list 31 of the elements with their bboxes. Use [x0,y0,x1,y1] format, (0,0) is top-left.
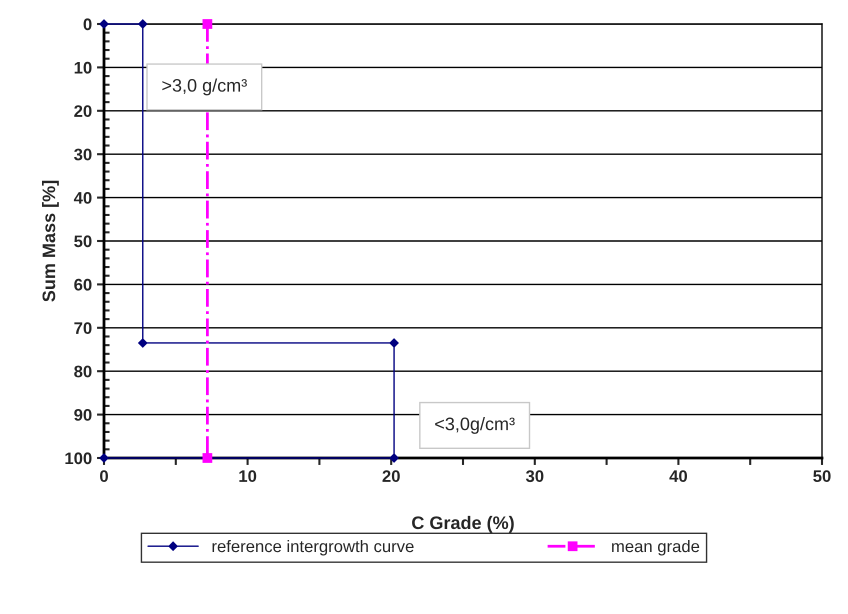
point [389,453,399,463]
point [389,338,399,348]
y-tick-label: 50 [74,235,92,248]
point [138,338,148,348]
point [99,453,109,463]
x-tick-label: 40 [669,470,687,482]
point [138,19,148,29]
y-axis-title: Sum Mass [%] [42,180,59,302]
y-tick-label: 10 [74,62,92,74]
y-tick-label: 0 [84,18,92,30]
point [202,453,212,463]
y-tick-label: 40 [74,192,92,204]
legend-label: mean grade [612,540,700,556]
legend-label: reference intergrowth curve [212,540,414,556]
y-tick-label: 70 [74,322,92,334]
point [99,19,109,29]
x-tick-label: 0 [100,470,108,482]
y-tick-label: 90 [74,409,92,421]
y-tick-label: 80 [74,366,92,378]
x-axis-title: C Grade (%) [412,516,514,533]
y-tick-label: 60 [74,278,92,291]
point [202,19,212,29]
y-tick-label: 30 [74,148,92,160]
y-tick-label: 100 [65,452,92,464]
x-tick-label: 30 [526,470,544,482]
x-tick-label: 20 [382,470,400,482]
annotation: >3,0 g/cm³ [162,78,247,96]
annotation: <3,0g/cm³ [435,417,515,434]
x-tick-label: 10 [239,470,256,482]
x-tick-label: 50 [813,470,831,482]
y-tick-label: 20 [74,105,92,118]
